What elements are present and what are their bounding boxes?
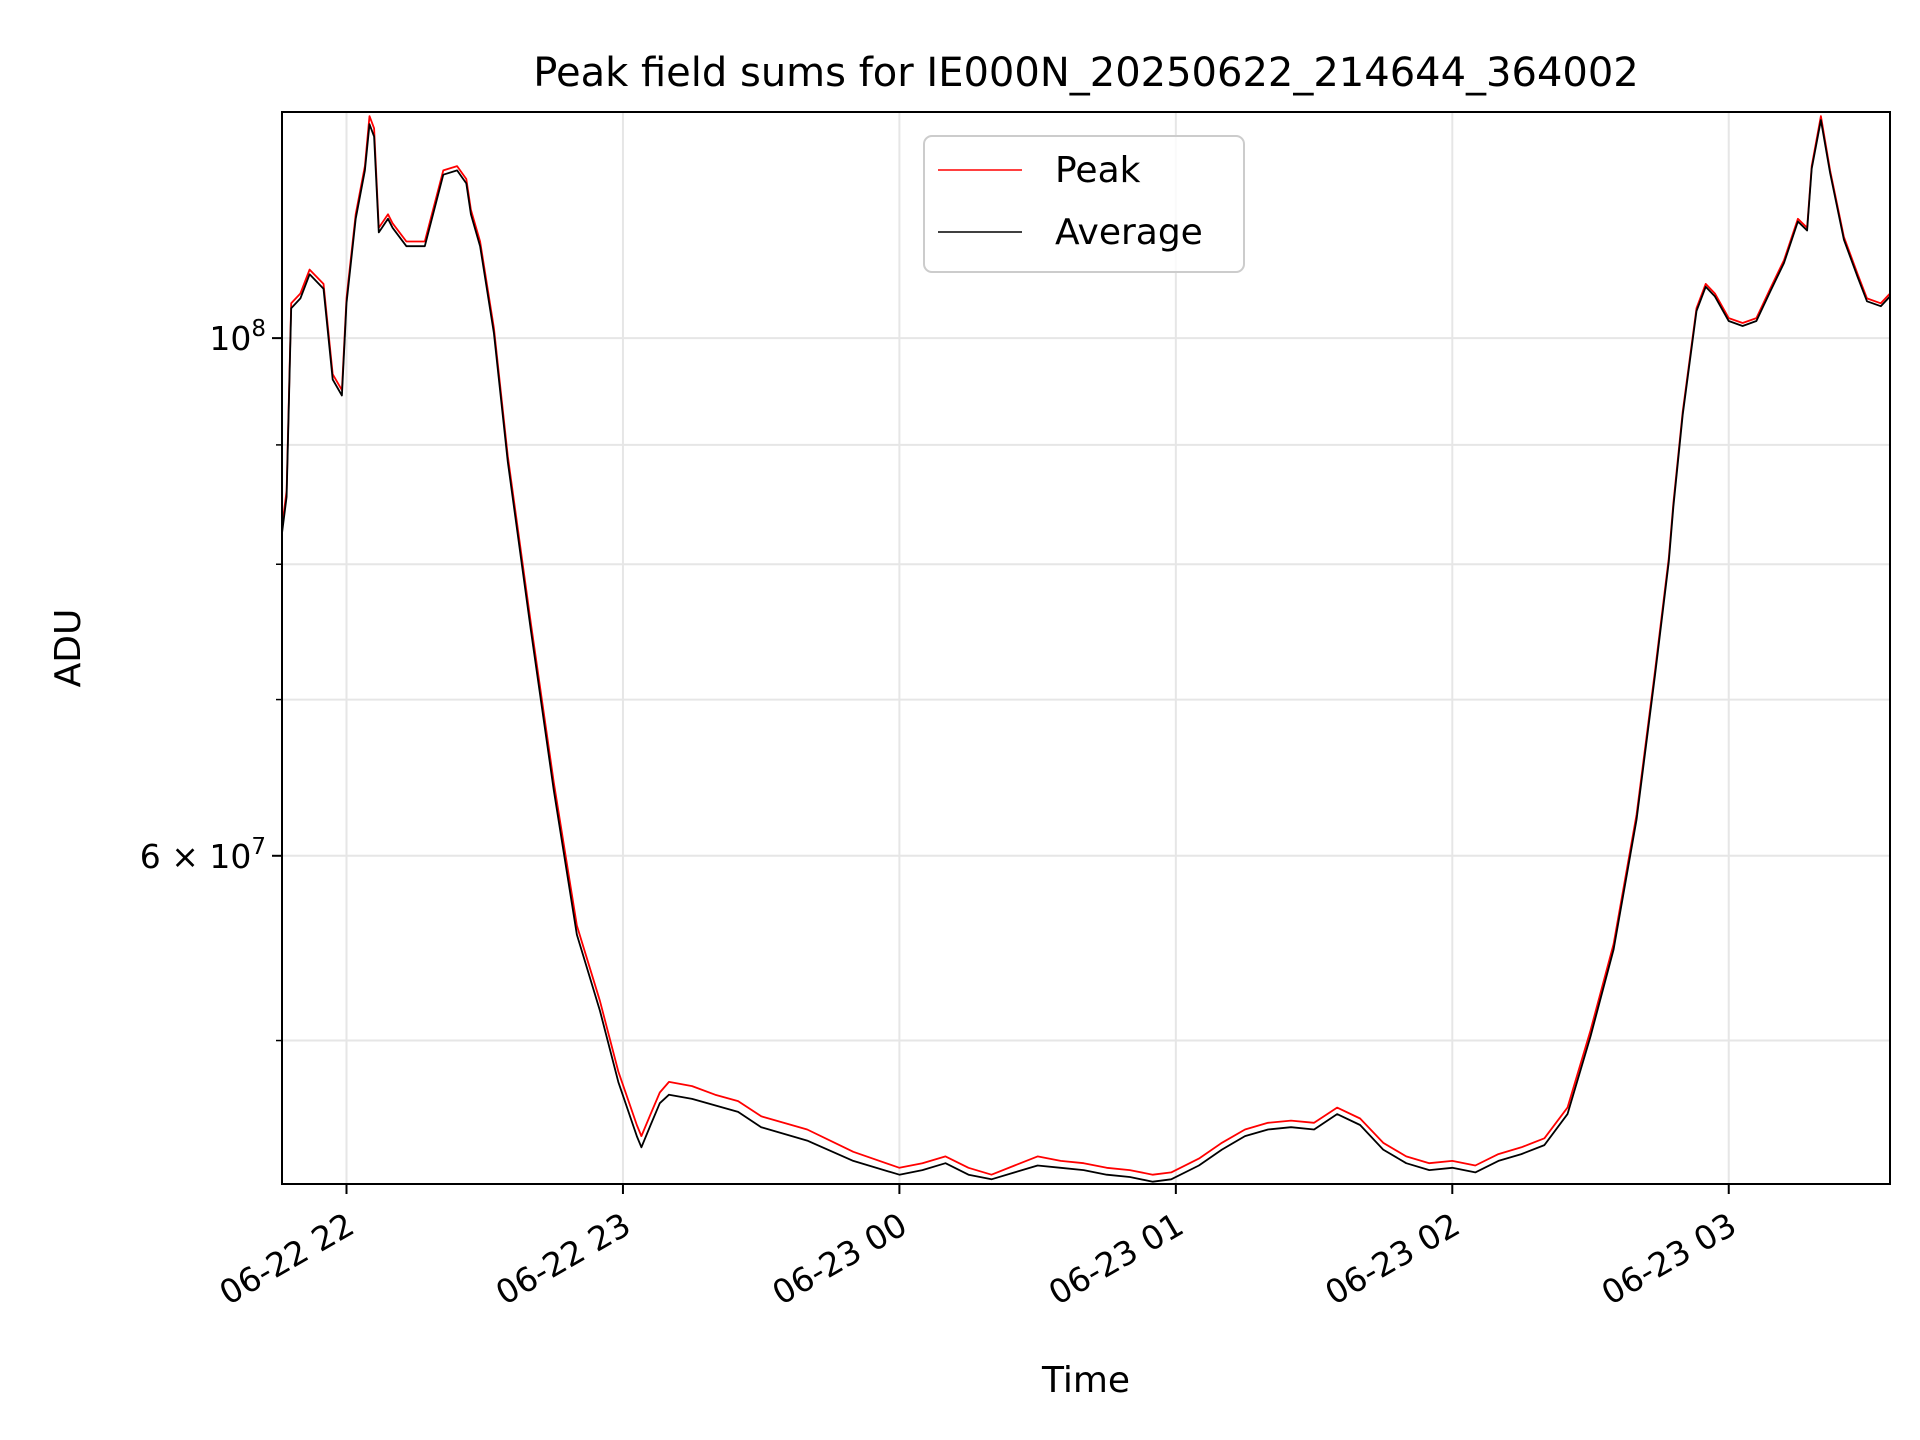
- y-axis-label: ADU: [48, 609, 89, 688]
- legend: Peak Average: [923, 135, 1245, 273]
- legend-label-average: Average: [1055, 212, 1203, 253]
- chart-title: Peak field sums for IE000N_20250622_2146…: [533, 50, 1638, 96]
- x-axis-label: Time: [1041, 1360, 1130, 1401]
- series-line-average: [282, 119, 1890, 1183]
- y-tick-label: 6 × 107: [140, 834, 266, 876]
- y-tick-label: 108: [209, 316, 266, 358]
- series-line-peak: [282, 115, 1890, 1176]
- plot-frame: [281, 111, 1891, 1185]
- grid: [282, 112, 1890, 1184]
- legend-label-peak: Peak: [1055, 150, 1141, 191]
- series-group: [282, 115, 1890, 1183]
